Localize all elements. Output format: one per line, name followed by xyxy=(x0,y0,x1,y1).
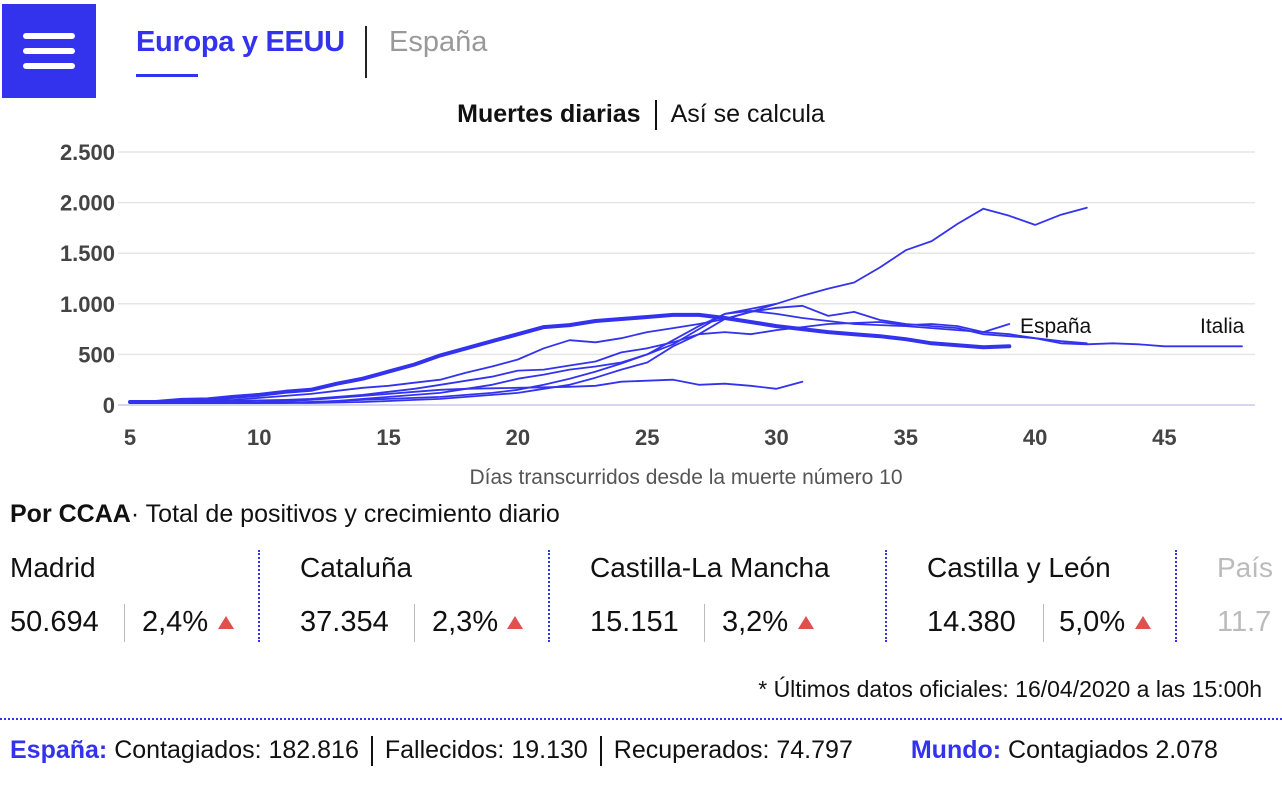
x-axis-label: Días transcurridos desde la muerte númer… xyxy=(469,466,902,489)
ccaa-growth: 2,4% xyxy=(142,606,209,638)
dotted-divider xyxy=(0,718,1282,720)
x-tick-label: 25 xyxy=(635,425,659,450)
ccaa-total: 11.7 xyxy=(1217,606,1272,638)
series-line-espaa xyxy=(128,312,1012,404)
triangle-up-icon xyxy=(798,616,814,629)
menu-button[interactable] xyxy=(2,4,96,98)
spain-label: España: xyxy=(10,736,108,764)
chart-title: Muertes diarias xyxy=(457,100,641,128)
ccaa-divider xyxy=(885,550,887,642)
triangle-up-icon xyxy=(507,616,523,629)
daily-deaths-chart: 0 500 1.000 1.500 2.000 2.500 5 10 15 20 25 30 35 40 4… xyxy=(60,140,1255,489)
active-tab-underline xyxy=(136,74,198,77)
spain-contagiados: Contagiados: 182.816 xyxy=(114,736,359,764)
x-tick-label: 20 xyxy=(506,425,530,450)
series-label-italia: Italia xyxy=(1200,315,1245,338)
ccaa-carousel[interactable]: Madrid 50.694 2,4% Cataluña 37.354 2,3% … xyxy=(0,548,1282,644)
summary-bar: España: Contagiados: 182.816 Fallecidos: … xyxy=(10,736,1280,767)
x-tick-label: 10 xyxy=(247,425,271,450)
series-label-espana: España xyxy=(1020,315,1092,338)
ccaa-item-castilla-y-leon[interactable]: Castilla y León 14.380 5,0% xyxy=(927,548,1167,644)
ccaa-growth: 2,3% xyxy=(432,606,499,638)
ccaa-item-madrid[interactable]: Madrid 50.694 2,4% xyxy=(10,548,260,644)
y-tick-label: 0 xyxy=(103,393,115,418)
series-line-4 xyxy=(129,321,1011,404)
ccaa-total: 50.694 xyxy=(10,606,99,638)
data-footnote: * Últimos datos oficiales: 16/04/2020 a … xyxy=(758,676,1262,702)
x-tick-label: 5 xyxy=(124,425,136,450)
x-tick-label: 15 xyxy=(376,425,400,450)
ccaa-growth: 5,0% xyxy=(1059,606,1126,638)
y-tick-label: 500 xyxy=(78,342,115,367)
ccaa-total: 37.354 xyxy=(300,606,389,638)
chart-header: Muertes diarias Así se calcula xyxy=(0,100,1282,131)
ccaa-divider xyxy=(548,550,550,642)
spain-recuperados: Recuperados: 74.797 xyxy=(613,736,853,764)
ccaa-total: 15.151 xyxy=(590,606,679,638)
world-label: Mundo: xyxy=(910,736,1002,764)
ccaa-name: Cataluña xyxy=(300,552,413,583)
ccaa-name: Madrid xyxy=(10,552,96,583)
ccaa-name: País xyxy=(1217,552,1274,583)
ccaa-item-castilla-la-mancha[interactable]: Castilla-La Mancha 15.151 3,2% xyxy=(590,548,880,644)
ccaa-divider xyxy=(1175,550,1177,642)
ccaa-title: Por CCAA· Total de positivos y crecimien… xyxy=(10,500,560,528)
x-tick-label: 35 xyxy=(894,425,918,450)
x-tick-label: 40 xyxy=(1023,425,1047,450)
y-tick-label: 2.500 xyxy=(60,140,115,165)
triangle-up-icon xyxy=(218,616,234,629)
y-tick-label: 2.000 xyxy=(60,191,115,216)
hamburger-icon xyxy=(23,33,75,39)
tab-divider xyxy=(365,26,367,78)
spain-fallecidos: Fallecidos: 19.130 xyxy=(384,736,588,764)
ccaa-item-pais-vasco[interactable]: País 11.7 xyxy=(1217,548,1282,644)
ccaa-total: 14.380 xyxy=(927,606,1016,638)
ccaa-name: Castilla-La Mancha xyxy=(590,552,830,583)
world-contagiados: Contagiados 2.078 xyxy=(1008,736,1218,764)
tab-europa-eeuu[interactable]: Europa y EEUU xyxy=(136,26,345,58)
how-calculated-link[interactable]: Así se calcula xyxy=(670,100,825,128)
y-tick-label: 1.500 xyxy=(60,241,115,266)
triangle-up-icon xyxy=(1135,616,1151,629)
ccaa-growth: 3,2% xyxy=(722,606,789,638)
series-line-italia xyxy=(129,304,1243,403)
y-tick-label: 1.000 xyxy=(60,292,115,317)
ccaa-item-cataluna[interactable]: Cataluña 37.354 2,3% xyxy=(300,548,550,644)
x-tick-label: 45 xyxy=(1152,425,1176,450)
series-line-6 xyxy=(129,302,778,404)
ccaa-name: Castilla y León xyxy=(927,552,1111,583)
x-tick-label: 30 xyxy=(764,425,788,450)
ccaa-divider xyxy=(258,550,260,642)
tab-espana[interactable]: España xyxy=(389,26,488,58)
